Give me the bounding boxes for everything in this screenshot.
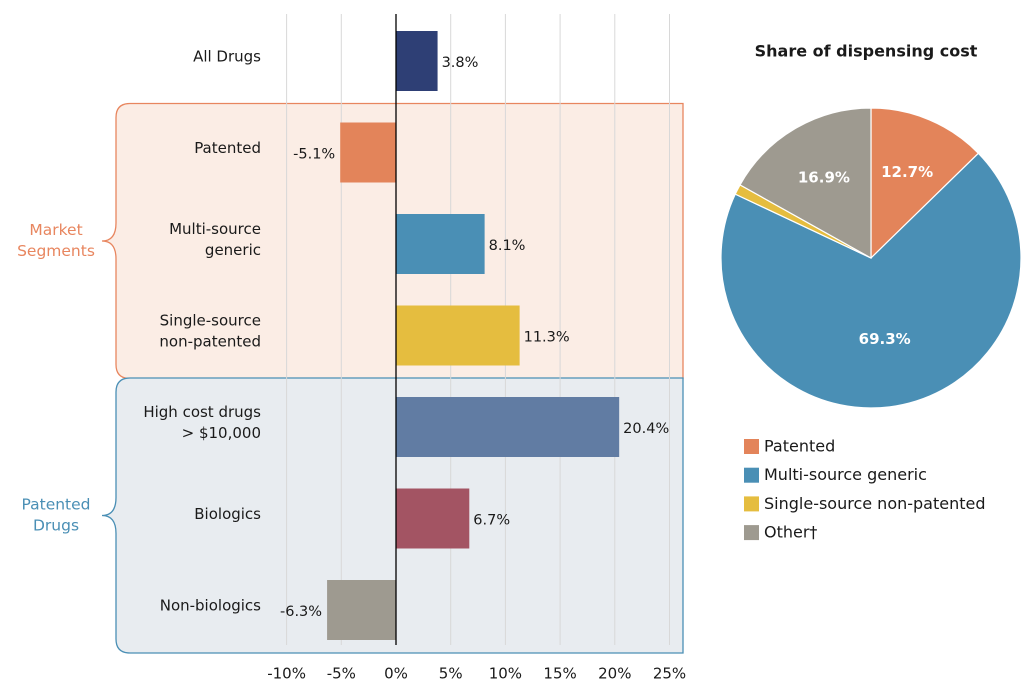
category-label-line: All Drugs xyxy=(193,48,261,66)
category-label: Non-biologics xyxy=(160,597,261,615)
category-label-line: Non-biologics xyxy=(160,597,261,615)
legend-label: Single-source non-patented xyxy=(764,494,986,513)
group-label-market-line: Market xyxy=(29,221,82,239)
data-label: -5.1% xyxy=(293,147,335,163)
group-boxes xyxy=(101,102,684,654)
bar xyxy=(327,580,396,640)
x-tick-label: 20% xyxy=(598,665,631,683)
legend-label: Multi-source generic xyxy=(764,465,927,484)
data-label: 8.1% xyxy=(489,238,526,254)
labels: Market Segments Patented Drugs -10% -5% 0% 5% 10… xyxy=(17,48,686,683)
category-label-line: Single-source xyxy=(160,312,261,330)
bar xyxy=(396,305,520,366)
group-box-market xyxy=(101,102,684,380)
category-label: Biologics xyxy=(194,505,261,523)
group-label-patented: Patented Drugs xyxy=(21,496,90,535)
bar xyxy=(396,31,438,91)
legend-label: Patented xyxy=(764,437,835,456)
group-label-patented-line: Patented xyxy=(21,496,90,514)
group-label-patented-line: Drugs xyxy=(33,517,79,535)
category-label: Patented xyxy=(194,139,261,157)
bar xyxy=(340,122,396,183)
group-label-market-line: Segments xyxy=(17,242,95,260)
pie-slice xyxy=(720,152,1022,409)
legend-label: Other† xyxy=(764,523,817,542)
bar xyxy=(396,488,470,549)
legend-swatch xyxy=(744,496,759,512)
data-label: 20.4% xyxy=(623,421,669,437)
x-tick-label: -5% xyxy=(327,665,356,683)
legend-swatch xyxy=(744,467,759,483)
category-label-line: High cost drugs xyxy=(143,403,261,421)
category-label: Multi-source generic xyxy=(169,220,261,259)
x-tick-label: -10% xyxy=(267,665,306,683)
x-tick-label: 0% xyxy=(384,665,408,683)
pie-slice xyxy=(870,107,980,260)
category-label-line: non-patented xyxy=(159,333,261,351)
pie-slice xyxy=(739,107,872,260)
category-label: High cost drugs > $10,000 xyxy=(143,403,261,442)
category-label-line: Biologics xyxy=(194,505,261,523)
data-label: 3.8% xyxy=(442,55,479,71)
x-tick-label: 10% xyxy=(489,665,522,683)
bar xyxy=(396,214,485,274)
data-label: -6.3% xyxy=(280,604,322,620)
pie-chart: Share of dispensing cost 12.7% 69.3% 1.1% 16… xyxy=(685,42,1022,409)
pie-title: Share of dispensing cost xyxy=(755,42,978,61)
category-label: All Drugs xyxy=(193,48,261,66)
category-label-line: Multi-source xyxy=(169,220,261,238)
data-label: 6.7% xyxy=(473,513,510,529)
data-label: 11.3% xyxy=(524,330,570,346)
pie-slice-label: 16.9% xyxy=(798,168,850,186)
pie-slice-label: 69.3% xyxy=(859,330,911,348)
pie-legend: Patented Multi-source generic Single-sourc… xyxy=(744,437,986,542)
bar xyxy=(396,397,620,457)
group-label-market: Market Segments xyxy=(17,221,95,260)
pie-slice-label: 12.7% xyxy=(881,163,933,181)
legend-swatch xyxy=(744,525,759,541)
legend-swatch xyxy=(744,439,759,454)
x-tick-label: 25% xyxy=(653,665,686,683)
x-tick-label: 15% xyxy=(543,665,576,683)
bars xyxy=(327,31,620,640)
category-label-line: > $10,000 xyxy=(182,424,261,442)
pie-slice-label: 1.1% xyxy=(685,170,727,188)
category-label-line: generic xyxy=(205,241,261,259)
category-label-line: Patented xyxy=(194,139,261,157)
category-label: Single-source non-patented xyxy=(159,312,261,351)
x-tick-label: 5% xyxy=(439,665,463,683)
